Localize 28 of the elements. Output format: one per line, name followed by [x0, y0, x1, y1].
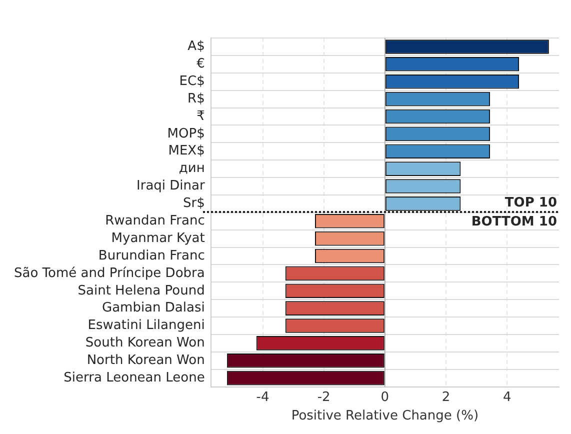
- y-tick-label: €: [196, 56, 205, 72]
- y-tick-label: Sr$: [182, 196, 205, 212]
- x-tick-label: -4: [256, 390, 270, 405]
- y-tick-label: дин: [178, 161, 205, 176]
- y-tick-label: Eswatini Lilangeni: [88, 318, 205, 334]
- x-tick-label: 2: [442, 390, 450, 405]
- y-tick-label: Iraqi Dinar: [136, 178, 206, 194]
- annotation: BOTTOM 10: [471, 214, 557, 230]
- y-tick-label: Saint Helena Pound: [78, 283, 205, 298]
- y-tick-label: A$: [188, 39, 205, 54]
- y-tick-label: Gambian Dalasi: [102, 300, 205, 316]
- annotation: TOP 10: [504, 195, 557, 210]
- y-tick-label: North Korean Won: [86, 353, 205, 368]
- y-tick-label: Myanmar Kyat: [111, 230, 205, 246]
- y-tick-label: Sierra Leonean Leone: [64, 370, 205, 386]
- y-tick-label: Rwandan Franc: [105, 213, 205, 228]
- x-tick-label: -2: [317, 390, 330, 405]
- x-tick-label: 4: [502, 390, 512, 405]
- y-tick-label: Burundian Franc: [98, 248, 205, 264]
- y-tick-label: ₹: [196, 108, 205, 124]
- y-tick-label: R$: [188, 91, 205, 106]
- y-tick-label: São Tomé and Príncipe Dobra: [14, 266, 205, 281]
- x-axis-title: Positive Relative Change (%): [291, 408, 479, 424]
- y-tick-label: MEX$: [168, 144, 205, 159]
- y-tick-label: EC$: [179, 74, 205, 89]
- y-tick-label: South Korean Won: [85, 336, 205, 351]
- y-tick-label: MOP$: [167, 126, 205, 142]
- x-tick-label: 0: [380, 390, 390, 405]
